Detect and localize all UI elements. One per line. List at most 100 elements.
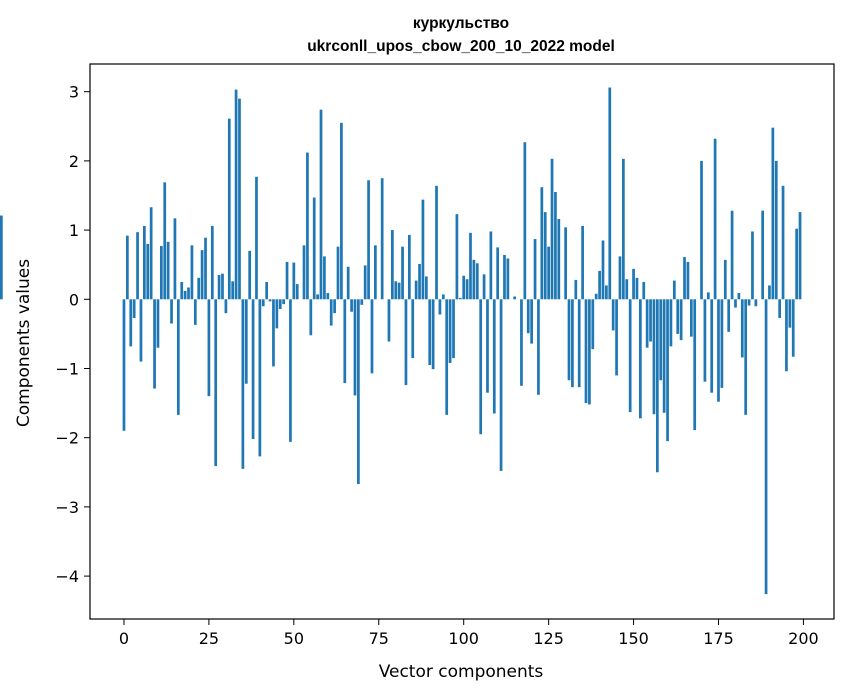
bar xyxy=(734,299,737,308)
bar xyxy=(513,296,517,300)
bar xyxy=(166,241,170,300)
y-tick-label: −2 xyxy=(55,429,79,448)
bar xyxy=(176,299,180,415)
y-tick-label: 3 xyxy=(69,83,79,102)
bar xyxy=(387,299,391,342)
x-tick-label: 25 xyxy=(199,629,219,648)
bar xyxy=(139,299,143,362)
bar xyxy=(272,299,275,367)
bar xyxy=(622,158,625,300)
bar xyxy=(635,277,639,300)
bar xyxy=(547,246,550,300)
bar xyxy=(407,234,411,300)
bar xyxy=(550,158,554,300)
bar xyxy=(659,299,663,381)
bar xyxy=(781,185,785,300)
x-tick-label: 0 xyxy=(119,629,129,648)
bar xyxy=(588,299,591,405)
x-tick-label: 100 xyxy=(448,629,479,648)
bar xyxy=(316,294,319,300)
bar xyxy=(625,279,629,300)
bar xyxy=(204,237,207,300)
bar xyxy=(251,299,255,440)
bar xyxy=(506,258,510,300)
bar xyxy=(411,299,415,359)
bar xyxy=(703,299,707,382)
bar xyxy=(465,279,469,300)
bar xyxy=(282,299,285,305)
bar xyxy=(520,299,523,386)
bar xyxy=(340,122,343,300)
y-axis-label: Components values xyxy=(14,259,34,427)
bar xyxy=(431,299,435,370)
y-tick-label: 2 xyxy=(69,152,79,171)
x-tick-label: 150 xyxy=(618,629,649,648)
bar xyxy=(306,152,309,300)
bar xyxy=(751,231,754,300)
y-tick-label: 0 xyxy=(69,290,79,309)
bar xyxy=(224,299,228,314)
bar xyxy=(129,299,133,347)
bar xyxy=(217,275,221,300)
bar xyxy=(499,299,503,471)
bar xyxy=(795,228,798,300)
bar xyxy=(346,266,350,300)
bar xyxy=(231,281,235,300)
bar xyxy=(676,299,680,334)
bar xyxy=(302,245,306,300)
bar xyxy=(404,299,408,386)
bar xyxy=(187,287,190,300)
bar xyxy=(200,250,204,300)
bar xyxy=(479,299,483,435)
x-axis-label: Vector components xyxy=(379,662,544,682)
bar xyxy=(672,280,676,300)
bar xyxy=(455,214,459,300)
bar xyxy=(462,275,466,300)
bar xyxy=(571,299,574,388)
x-tick-label: 200 xyxy=(788,629,819,648)
bar xyxy=(761,210,765,300)
bar xyxy=(336,246,340,300)
bar xyxy=(737,293,741,300)
bar xyxy=(360,299,364,305)
bar xyxy=(221,273,224,300)
bar xyxy=(401,246,404,300)
bar xyxy=(788,299,792,328)
bar xyxy=(448,299,452,363)
bar xyxy=(567,299,571,381)
bar xyxy=(180,281,184,300)
bar xyxy=(608,87,612,300)
bar xyxy=(207,299,211,397)
bar xyxy=(278,299,282,309)
bar xyxy=(744,299,748,415)
x-tick-label: 125 xyxy=(533,629,564,648)
bar xyxy=(435,185,438,300)
bar xyxy=(214,299,218,467)
bar xyxy=(591,299,595,350)
bar xyxy=(146,243,150,300)
bar xyxy=(689,299,693,337)
bar xyxy=(642,281,646,300)
bar xyxy=(771,127,775,300)
bar xyxy=(418,263,421,300)
bar xyxy=(343,299,347,384)
bar xyxy=(132,299,136,318)
bar xyxy=(564,227,567,300)
bar xyxy=(652,299,656,415)
bar xyxy=(577,299,581,388)
bar xyxy=(428,299,432,366)
bar xyxy=(391,230,394,300)
bar xyxy=(238,98,241,300)
bar xyxy=(475,263,479,300)
bar xyxy=(326,293,330,300)
x-tick-label: 50 xyxy=(284,629,304,648)
bar xyxy=(452,299,455,359)
bar xyxy=(292,262,296,300)
bar xyxy=(720,299,724,388)
bar xyxy=(380,178,384,300)
bar xyxy=(312,197,316,300)
bar xyxy=(584,299,588,404)
bar xyxy=(285,261,289,300)
bar xyxy=(353,299,357,396)
bar xyxy=(774,160,778,300)
